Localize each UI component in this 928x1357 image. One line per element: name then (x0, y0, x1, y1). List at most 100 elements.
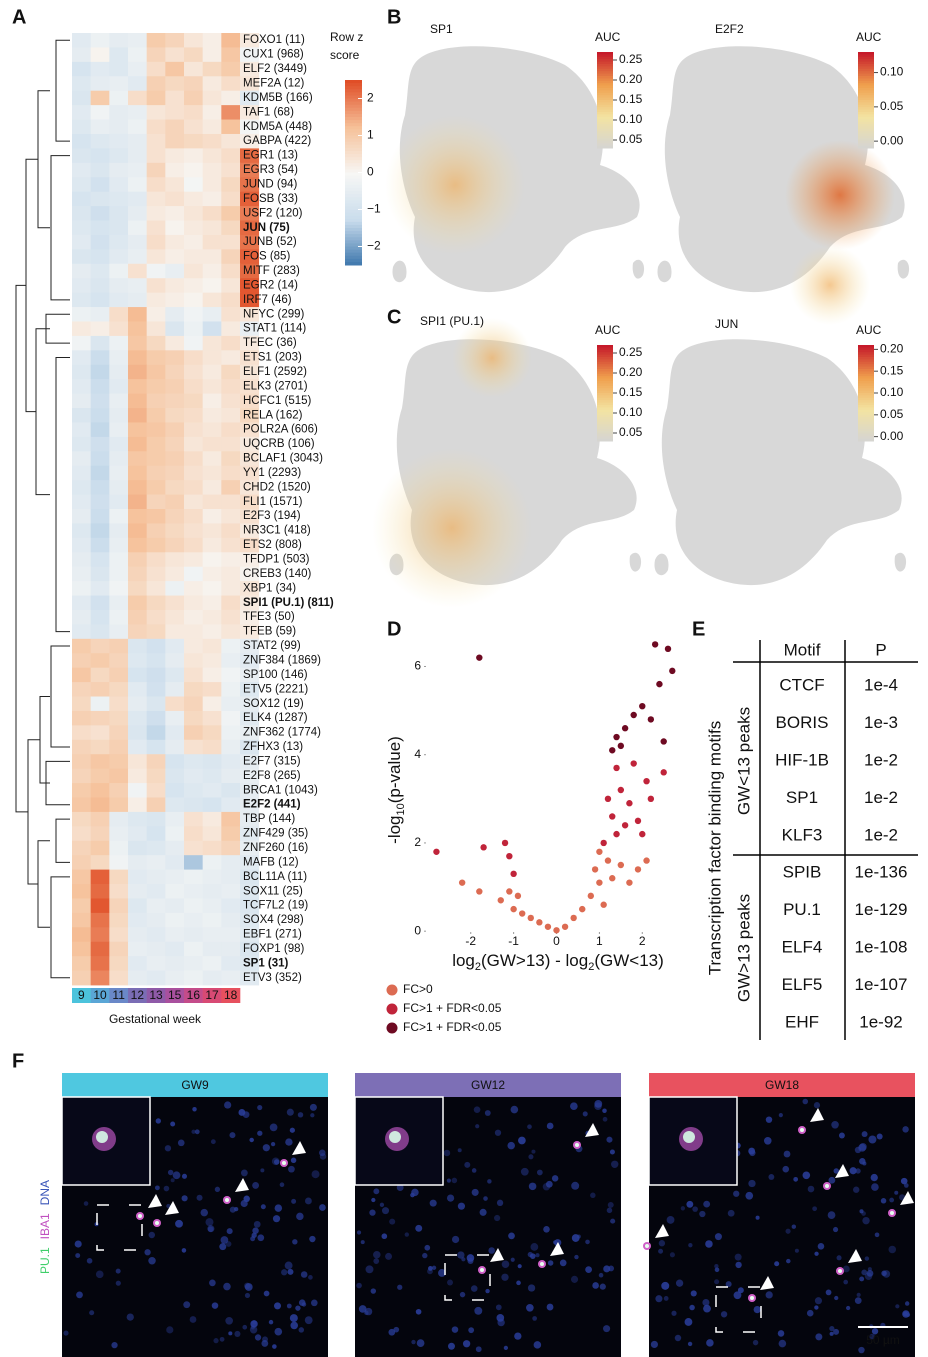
nucleus (379, 1202, 385, 1207)
data-point (613, 733, 620, 741)
heatmap-cell (109, 292, 129, 308)
heatmap-cell (128, 393, 148, 409)
heatmap-cell (184, 912, 204, 928)
heatmap-cell (90, 667, 110, 683)
row-label: TFDP1 (503) (243, 554, 310, 566)
heatmap-cell (90, 682, 110, 697)
nucleus (842, 1265, 850, 1273)
colorbar-step (345, 154, 362, 158)
colorbar-step (858, 347, 874, 351)
heatmap-cell (184, 494, 204, 510)
nucleus (833, 1328, 840, 1335)
colorbar-step (597, 364, 613, 368)
nucleus (269, 1123, 278, 1132)
heatmap-cell (184, 566, 204, 582)
colorbar-step (345, 258, 362, 263)
nucleus (89, 1310, 95, 1316)
heatmap-cell (165, 696, 185, 712)
heatmap-cell (184, 754, 204, 770)
colorbar-step (597, 357, 613, 360)
heatmap-cell (165, 595, 185, 611)
heatmap-cell (202, 595, 222, 611)
row-label: FOS (85) (243, 251, 290, 263)
heatmap-cell (184, 898, 204, 914)
heatmap-cell (165, 509, 185, 524)
nucleus (446, 1178, 451, 1183)
heatmap-cell (240, 826, 260, 842)
colorbar-step (597, 424, 613, 428)
nucleus (585, 1239, 590, 1245)
colorbar-step (345, 172, 362, 177)
umap-hotspot (372, 448, 532, 608)
data-point (604, 857, 612, 864)
heatmap-cell (90, 754, 110, 770)
nucleus (817, 1243, 825, 1250)
heatmap-cell (184, 206, 204, 221)
nucleus (598, 1272, 604, 1278)
heatmap-cell (240, 754, 260, 770)
nucleus (219, 1336, 225, 1342)
heatmap-cell (240, 162, 260, 178)
heatmap-cell (146, 552, 166, 568)
umap-hotspot (452, 318, 532, 398)
heatmap-cell (202, 754, 222, 770)
heatmap-cell (221, 480, 241, 495)
heatmap-cell (109, 638, 129, 654)
heatmap-cell (184, 667, 204, 683)
heatmap-cell (184, 133, 204, 149)
nucleus (507, 1141, 515, 1150)
colorbar-step (345, 181, 362, 186)
nucleus (296, 1212, 304, 1221)
heatmap-cell (202, 537, 222, 553)
table-cell: 1e-2 (864, 825, 898, 844)
colorbar-step (858, 393, 874, 396)
heatmap-cell (109, 970, 129, 986)
legend-label: FC>0 (403, 982, 433, 996)
nucleus (812, 1206, 818, 1212)
heatmap-cell (221, 177, 241, 193)
colorbar-step (345, 166, 362, 170)
colorbar-step (597, 121, 613, 125)
nucleus (126, 1313, 134, 1321)
row-label: BCL11A (11) (243, 871, 307, 883)
heatmap-cell (240, 509, 260, 524)
heatmap-cell (240, 884, 260, 899)
heatmap-cell (128, 653, 148, 669)
table-cell: 1e-129 (855, 900, 908, 919)
heatmap-cell (72, 566, 92, 582)
row-label: FOXP1 (98) (243, 943, 305, 955)
nucleus (196, 1194, 203, 1201)
heatmap-cell (240, 710, 260, 726)
colorbar-step (858, 395, 874, 399)
colorbar-step (597, 436, 613, 440)
heatmap-cell (165, 119, 185, 135)
week-swatch (221, 988, 241, 1003)
nucleus (856, 1292, 861, 1297)
x-tick-label: 0 (553, 934, 560, 948)
colorbar-step (858, 102, 874, 106)
heatmap-cell (128, 119, 148, 135)
heatmap-cell (202, 667, 222, 683)
nucleus (782, 1165, 790, 1173)
nucleus (849, 1167, 857, 1175)
data-point (613, 830, 620, 838)
nucleus (508, 1232, 515, 1240)
heatmap-cell (90, 162, 110, 178)
nucleus (242, 1324, 248, 1330)
heatmap-cell (90, 884, 110, 899)
nucleus (115, 1268, 121, 1274)
nucleus (888, 1245, 897, 1254)
table-cell: KLF3 (782, 825, 823, 844)
colorbar-step (597, 52, 613, 55)
heatmap-cell (221, 884, 241, 899)
heatmap-cell (90, 436, 110, 452)
nucleus (170, 1121, 176, 1127)
nucleus (474, 1306, 483, 1315)
colorbar-step (858, 400, 874, 404)
heatmap-cell (240, 566, 260, 582)
nucleus (291, 1198, 297, 1204)
heatmap-cell (146, 422, 166, 438)
heatmap-cell (90, 191, 110, 207)
legend-label: FC>1 + FDR<0.05 (403, 1020, 502, 1034)
nucleus (309, 1235, 316, 1243)
